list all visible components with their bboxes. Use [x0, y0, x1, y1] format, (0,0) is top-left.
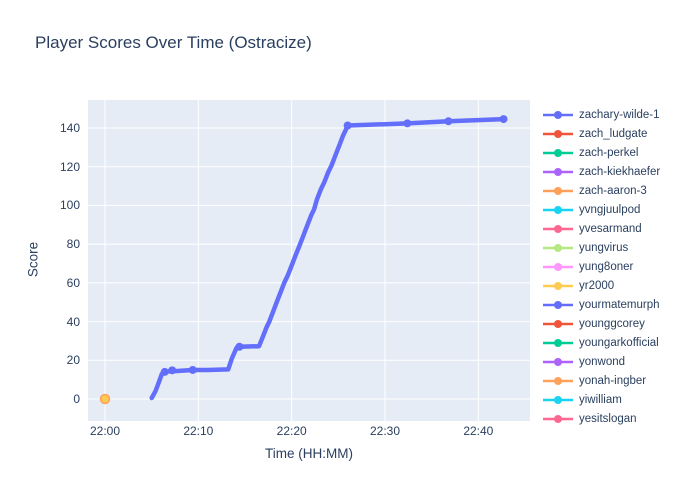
legend-swatch-icon	[543, 395, 573, 404]
data-point-marker[interactable]	[444, 117, 453, 126]
legend-label: yonah-ingber	[579, 374, 647, 387]
legend-item-yourmatemurph[interactable]: yourmatemurph	[543, 295, 660, 314]
legend-label: youngarkofficial	[579, 336, 659, 349]
legend-swatch-icon	[543, 300, 573, 309]
legend-swatch-icon	[543, 319, 573, 328]
legend-swatch-icon	[543, 414, 573, 423]
legend-item-zachary-wilde-1[interactable]: zachary-wilde-1	[543, 105, 660, 124]
legend-item-zach-perkel[interactable]: zach-perkel	[543, 143, 660, 162]
y-axis-title: Score	[25, 241, 41, 278]
legend-item-yungvirus[interactable]: yungvirus	[543, 238, 660, 257]
legend-swatch-icon	[543, 224, 573, 233]
data-point-marker[interactable]	[188, 365, 197, 374]
y-tick-label: 40	[66, 314, 80, 329]
legend-item-yesitslogan[interactable]: yesitslogan	[543, 409, 660, 428]
y-tick-label: 140	[59, 121, 80, 135]
legend-item-yvngjuulpod[interactable]: yvngjuulpod	[543, 200, 660, 219]
legend-label: zachary-wilde-1	[579, 108, 660, 121]
x-axis-title: Time (HH:MM)	[265, 446, 353, 461]
chart-title: Player Scores Over Time (Ostracize)	[35, 33, 312, 52]
x-tick-label: 22:40	[463, 424, 494, 438]
legend-label: younggcorey	[579, 317, 645, 330]
legend-swatch-icon	[543, 186, 573, 195]
legend-label: yiwilliam	[579, 393, 622, 406]
y-tick-label: 20	[66, 353, 80, 368]
data-point-marker[interactable]	[499, 115, 508, 124]
legend-label: yvngjuulpod	[579, 203, 641, 216]
x-tick-label: 22:20	[276, 424, 307, 438]
x-tick-label: 22:10	[183, 424, 214, 438]
data-point-marker[interactable]	[343, 121, 352, 130]
legend-label: yvesarmand	[579, 222, 642, 235]
data-point-marker[interactable]	[160, 367, 169, 376]
legend-label: yonwond	[579, 355, 626, 368]
legend-item-zach_ludgate[interactable]: zach_ludgate	[543, 124, 660, 143]
legend-swatch-icon	[543, 357, 573, 366]
y-tick-label: 80	[66, 237, 80, 252]
y-tick-label: 100	[59, 198, 80, 213]
legend-label: yungvirus	[579, 241, 629, 254]
legend-label: zach_ludgate	[579, 127, 648, 140]
legend-label: yung8oner	[579, 260, 634, 273]
legend-swatch-icon	[543, 129, 573, 138]
legend-label: yesitslogan	[579, 412, 637, 425]
legend-label: zach-perkel	[579, 146, 639, 159]
legend-label: zach-aaron-3	[579, 184, 647, 197]
legend-item-zach-kiekhaefer[interactable]: zach-kiekhaefer	[543, 162, 660, 181]
legend-swatch-icon	[543, 262, 573, 271]
legend-label: yr2000	[579, 279, 615, 292]
legend-label: yourmatemurph	[579, 298, 660, 311]
legend-item-yung8oner[interactable]: yung8oner	[543, 257, 660, 276]
zero-score-point[interactable]	[99, 393, 111, 405]
legend-item-yonwond[interactable]: yonwond	[543, 352, 660, 371]
x-tick-label: 22:00	[89, 424, 121, 438]
legend-item-yr2000[interactable]: yr2000	[543, 276, 660, 295]
y-tick-label: 60	[66, 275, 80, 290]
y-tick-label: 120	[59, 159, 80, 174]
legend-item-yvesarmand[interactable]: yvesarmand	[543, 219, 660, 238]
data-point-marker[interactable]	[168, 366, 177, 375]
legend-item-younggcorey[interactable]: younggcorey	[543, 314, 660, 333]
legend-swatch-icon	[543, 376, 573, 385]
legend-item-yonah-ingber[interactable]: yonah-ingber	[543, 371, 660, 390]
plot-area[interactable]	[88, 100, 530, 421]
legend: zachary-wilde-1 zach_ludgate zach-perkel za…	[543, 105, 660, 428]
legend-label: zach-kiekhaefer	[579, 165, 661, 178]
x-tick-label: 22:30	[369, 424, 400, 438]
legend-swatch-icon	[543, 167, 573, 176]
legend-item-yiwilliam[interactable]: yiwilliam	[543, 390, 660, 409]
data-point-marker[interactable]	[235, 342, 244, 351]
legend-swatch-icon	[543, 281, 573, 290]
y-tick-label: 0	[73, 392, 80, 406]
legend-swatch-icon	[543, 205, 573, 214]
legend-item-youngarkofficial[interactable]: youngarkofficial	[543, 333, 660, 352]
plot-background	[88, 100, 530, 421]
legend-swatch-icon	[543, 243, 573, 252]
legend-swatch-icon	[543, 148, 573, 157]
legend-swatch-icon	[543, 338, 573, 347]
legend-swatch-icon	[543, 110, 573, 119]
legend-item-zach-aaron-3[interactable]: zach-aaron-3	[543, 181, 660, 200]
data-point-marker[interactable]	[403, 119, 412, 128]
